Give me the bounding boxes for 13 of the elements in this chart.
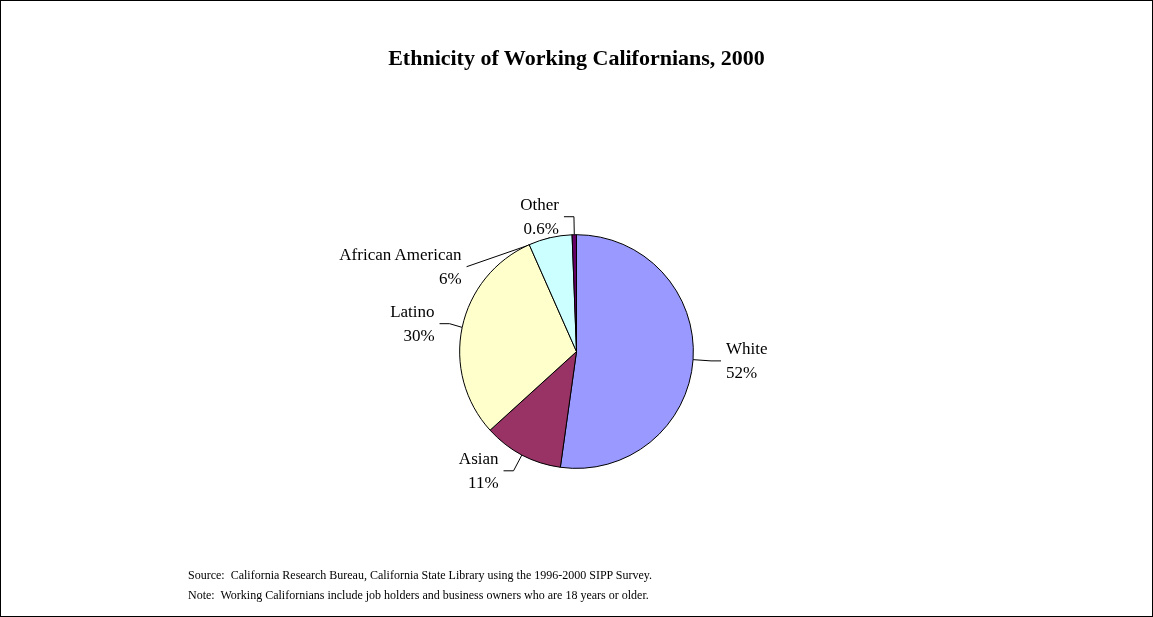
slice-label: African American — [339, 245, 463, 265]
data-label: 52% — [726, 363, 758, 383]
chart-title: Ethnicity of Working Californians, 2000 — [388, 44, 765, 70]
data-label: 30% — [403, 326, 435, 346]
text: Note: Working Californians include job holders and business owners who are 18 years or older. — [188, 588, 649, 602]
slice-label: Other — [520, 195, 560, 215]
data-label: 11% — [468, 473, 499, 493]
slice-label: White — [726, 339, 768, 359]
source-note: Source: California Research Bureau, California State Library using the 1996-2000 SIPP Survey. — [188, 568, 653, 582]
slice-label: Latino — [390, 302, 435, 322]
slice-label: Asian — [458, 449, 500, 469]
data-label: 6% — [438, 269, 462, 289]
data-label: 0.6% — [523, 219, 559, 239]
